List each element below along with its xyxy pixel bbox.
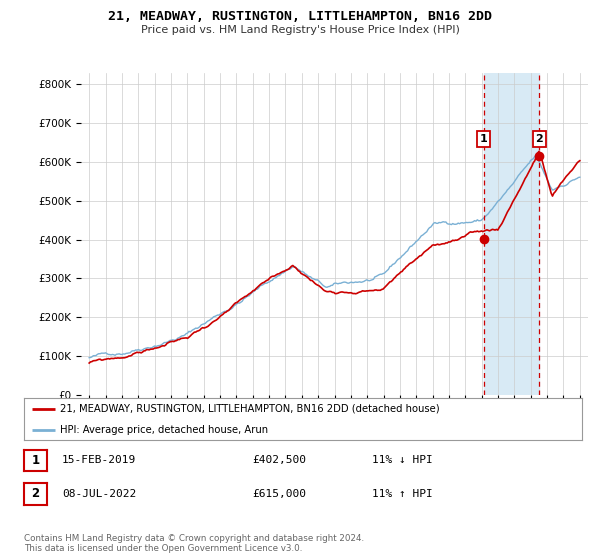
Text: £615,000: £615,000 <box>252 489 306 499</box>
Text: 1: 1 <box>480 134 488 144</box>
Text: Price paid vs. HM Land Registry's House Price Index (HPI): Price paid vs. HM Land Registry's House … <box>140 25 460 35</box>
Text: 21, MEADWAY, RUSTINGTON, LITTLEHAMPTON, BN16 2DD (detached house): 21, MEADWAY, RUSTINGTON, LITTLEHAMPTON, … <box>60 404 440 414</box>
Text: Contains HM Land Registry data © Crown copyright and database right 2024.
This d: Contains HM Land Registry data © Crown c… <box>24 534 364 553</box>
Text: 2: 2 <box>535 134 543 144</box>
Text: 15-FEB-2019: 15-FEB-2019 <box>62 455 136 465</box>
Bar <box>484 73 539 395</box>
Text: 11% ↑ HPI: 11% ↑ HPI <box>372 489 433 499</box>
Text: 1: 1 <box>31 454 40 467</box>
Text: 08-JUL-2022: 08-JUL-2022 <box>62 489 136 499</box>
Text: HPI: Average price, detached house, Arun: HPI: Average price, detached house, Arun <box>60 426 268 435</box>
Text: 2: 2 <box>31 487 40 501</box>
Text: 21, MEADWAY, RUSTINGTON, LITTLEHAMPTON, BN16 2DD: 21, MEADWAY, RUSTINGTON, LITTLEHAMPTON, … <box>108 10 492 23</box>
Text: £402,500: £402,500 <box>252 455 306 465</box>
Text: 11% ↓ HPI: 11% ↓ HPI <box>372 455 433 465</box>
